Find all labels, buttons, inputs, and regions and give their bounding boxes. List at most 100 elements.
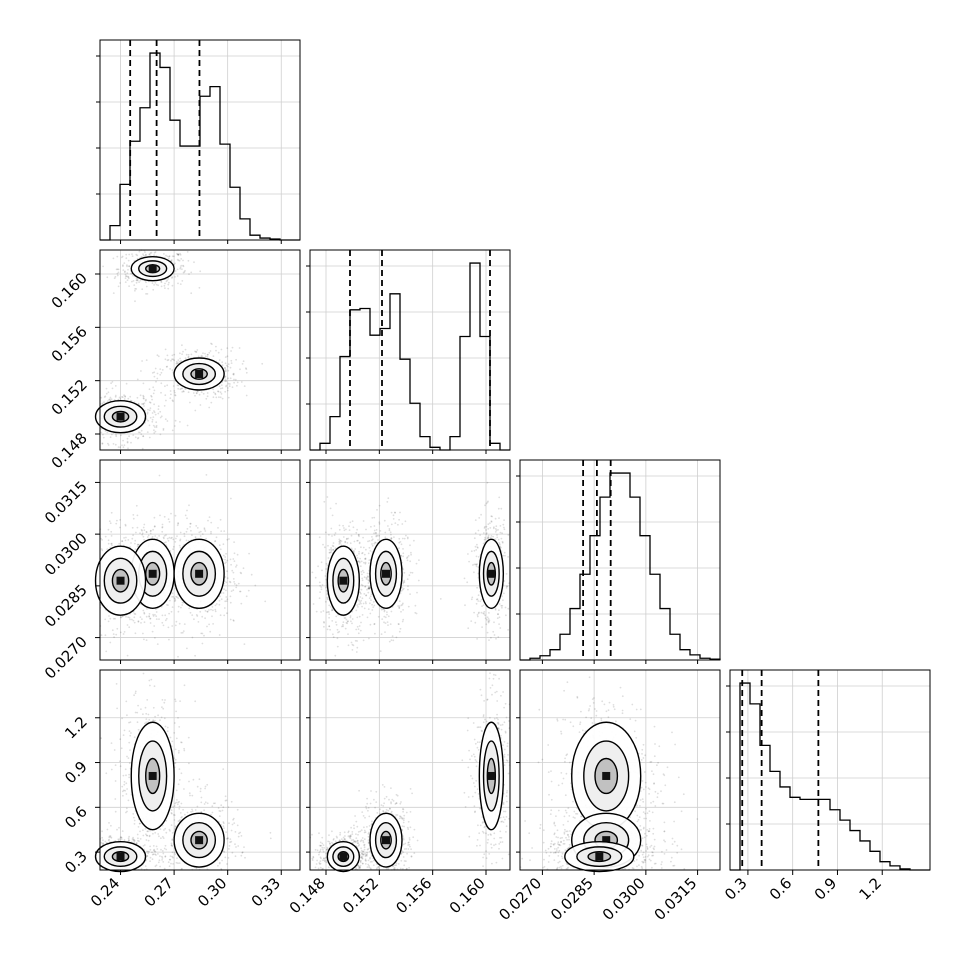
scatter-point [132, 534, 135, 537]
scatter-point [177, 384, 180, 387]
scatter-point [341, 625, 343, 628]
scatter-point [166, 384, 169, 387]
scatter-point [176, 803, 179, 806]
scatter-point [162, 536, 165, 539]
scatter-point [349, 542, 352, 545]
scatter-point [229, 377, 232, 380]
scatter-point [321, 569, 323, 572]
scatter-point [134, 539, 137, 542]
scatter-point [416, 591, 418, 594]
scatter-point [124, 273, 127, 276]
scatter-point [173, 391, 176, 394]
scatter-point [163, 405, 166, 407]
scatter-point [338, 630, 341, 633]
scatter-point [335, 623, 338, 626]
scatter-point [228, 848, 230, 850]
scatter-point [110, 535, 113, 537]
scatter-point [322, 610, 325, 612]
scatter-point [194, 537, 197, 540]
scatter-point [160, 281, 163, 284]
scatter-point [156, 354, 159, 357]
scatter-point [180, 359, 182, 362]
scatter-point [177, 783, 180, 786]
scatter-point [476, 547, 479, 549]
scatter-point [127, 616, 129, 618]
scatter-point [106, 548, 109, 550]
scatter-point [153, 371, 156, 374]
scatter-point [314, 576, 317, 579]
scatter-point [159, 368, 162, 370]
scatter-point [368, 587, 371, 590]
scatter-point [400, 543, 403, 546]
scatter-point [122, 633, 125, 635]
scatter-point [485, 525, 488, 528]
scatter-point [243, 846, 245, 848]
scatter-point [149, 617, 152, 620]
scatter-point [203, 634, 205, 637]
scatter-point [207, 519, 209, 522]
scatter-point [153, 525, 156, 528]
scatter-point [114, 798, 117, 800]
scatter-point [414, 604, 417, 607]
scatter-point [176, 596, 178, 598]
scatter-point [123, 729, 126, 732]
scatter-point [217, 351, 220, 354]
scatter-point [200, 801, 203, 804]
scatter-point [130, 399, 133, 402]
scatter-point [222, 806, 225, 809]
scatter-point [171, 255, 174, 258]
scatter-point [149, 407, 152, 410]
scatter-point [136, 543, 139, 546]
scatter-point [383, 519, 386, 522]
scatter-point [195, 867, 198, 870]
scatter-point [179, 388, 182, 391]
scatter-point [110, 543, 113, 545]
scatter-point [136, 833, 139, 836]
scatter-point [220, 592, 223, 594]
scatter-point [229, 595, 232, 598]
scatter-point [123, 444, 126, 447]
scatter-point [155, 380, 157, 383]
scatter-point [180, 264, 183, 267]
scatter-point [127, 539, 130, 541]
scatter-point [371, 543, 373, 545]
scatter-point [229, 841, 232, 844]
scatter-point [160, 391, 162, 394]
scatter-point [346, 537, 348, 540]
scatter-point [167, 278, 170, 280]
scatter-point [187, 353, 190, 356]
scatter-point [164, 855, 167, 858]
scatter-point [331, 544, 334, 547]
scatter-point [178, 800, 181, 803]
scatter-point [181, 344, 183, 347]
scatter-point [390, 639, 393, 641]
scatter-point [142, 435, 145, 437]
scatter-point [476, 638, 478, 640]
scatter-point [122, 774, 125, 777]
scatter-point [161, 614, 164, 617]
scatter-point [407, 585, 409, 588]
scatter-point [152, 424, 155, 427]
scatter-point [486, 616, 489, 619]
scatter-point [125, 275, 128, 278]
scatter-point [141, 618, 143, 620]
scatter-point [328, 549, 331, 551]
scatter-point [104, 618, 107, 621]
scatter-point [344, 540, 347, 543]
scatter-point [177, 522, 180, 524]
scatter-point [227, 363, 230, 365]
scatter-point [368, 546, 371, 549]
scatter-point [119, 738, 122, 741]
scatter-point [358, 599, 360, 602]
scatter-point [356, 557, 359, 559]
scatter-point [361, 573, 363, 576]
scatter-point [185, 353, 188, 356]
scatter-point [491, 515, 493, 518]
scatter-point [234, 855, 237, 858]
scatter-point [225, 552, 228, 555]
scatter-point [488, 612, 490, 614]
scatter-point [479, 534, 481, 536]
scatter-point [175, 801, 178, 804]
scatter-point [108, 398, 110, 401]
scatter-point [328, 534, 330, 536]
